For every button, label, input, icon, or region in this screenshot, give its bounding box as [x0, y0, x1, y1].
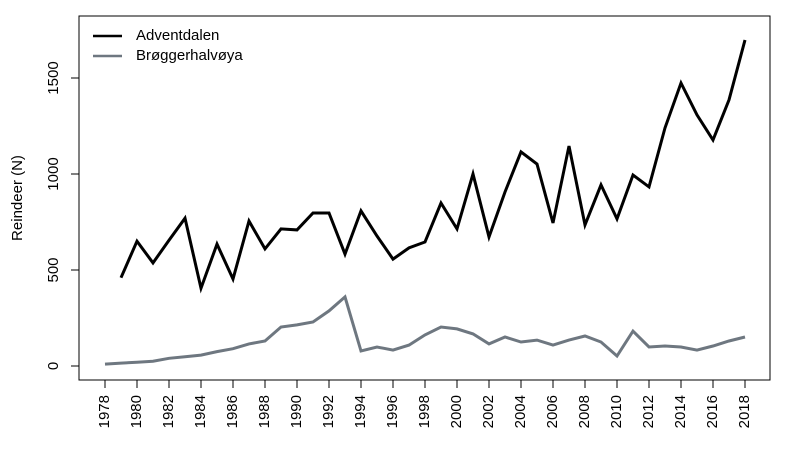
x-tick-label: 1996	[384, 395, 401, 428]
plot-area-border	[78, 15, 771, 381]
x-tick-label: 2018	[736, 395, 753, 428]
x-tick-label: 2000	[448, 395, 465, 428]
x-tick-label: 1994	[352, 395, 369, 428]
y-tick-label: 1000	[45, 157, 62, 190]
x-tick-label: 2008	[576, 395, 593, 428]
legend-label: Brøggerhalvøya	[136, 47, 243, 64]
x-tick-label: 1998	[416, 395, 433, 428]
series-line-adventdalen	[119, 39, 747, 294]
x-tick-label: 2014	[672, 395, 689, 428]
y-axis-label: Reindeer (N)	[9, 155, 26, 241]
x-tick-label: 1984	[192, 395, 209, 428]
x-tick-label: 1988	[256, 395, 273, 428]
series-line-br-ggerhalv-ya	[104, 294, 746, 366]
series-layer	[104, 39, 747, 366]
y-tick-label: 1500	[45, 61, 62, 94]
y-tick-label: 0	[45, 362, 62, 370]
x-tick-label: 2016	[704, 395, 721, 428]
x-tick-label: 1990	[288, 395, 305, 428]
x-tick-label: 2002	[480, 395, 497, 428]
x-tick-label: 1986	[224, 395, 241, 428]
x-tick-label: 2006	[544, 395, 561, 428]
x-tick-label: 1978	[96, 395, 113, 428]
legend: Adventdalen Brøggerhalvøya	[93, 27, 243, 64]
x-tick-label: 1992	[320, 395, 337, 428]
legend-label: Adventdalen	[136, 27, 219, 44]
x-tick-label: 2010	[608, 395, 625, 428]
y-axis: 0 500 1000 1500	[45, 61, 80, 370]
x-tick-label: 1980	[128, 395, 145, 428]
x-tick-label: 2012	[640, 395, 657, 428]
x-axis: 1978 1980 1982 1984 1986 1988 1990 1992 1994 1996…	[96, 379, 753, 428]
x-tick-label: 1982	[160, 395, 177, 428]
y-tick-label: 500	[45, 257, 62, 282]
x-tick-label: 2004	[512, 395, 529, 428]
